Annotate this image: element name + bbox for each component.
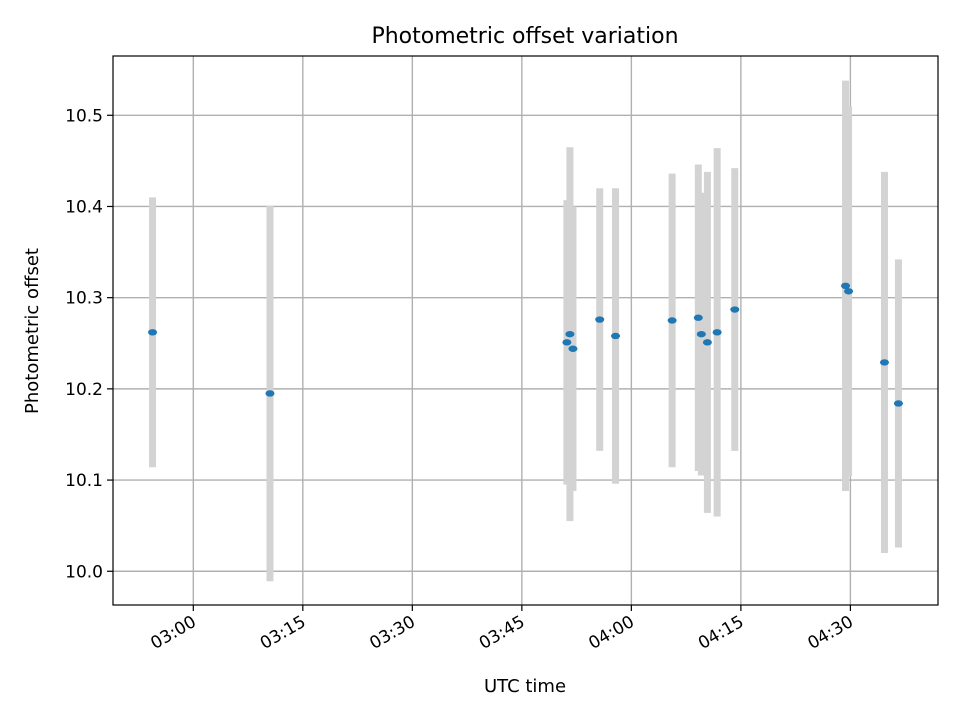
data-point [667, 317, 677, 324]
data-point [693, 314, 703, 321]
data-point [265, 390, 275, 397]
y-axis-ticks: 10.0 10.1 10.2 10.3 10.4 10.5 [65, 106, 113, 582]
data-point [841, 282, 851, 290]
y-tick-label: 10.0 [65, 562, 103, 582]
grid [113, 56, 938, 605]
plot-frame [112, 55, 939, 606]
data-point [595, 316, 605, 323]
y-axis-label: Photometric offset [22, 248, 43, 414]
y-tick-label: 10.3 [65, 289, 103, 309]
y-tick-label: 10.5 [65, 106, 103, 126]
y-tick-label: 10.1 [65, 471, 103, 491]
y-tick-label: 10.4 [65, 197, 103, 217]
data-point [702, 339, 712, 346]
x-axis-label: UTC time [484, 676, 566, 697]
data-point [730, 306, 740, 313]
data-point [148, 329, 158, 336]
data-points [148, 282, 903, 407]
data-point [562, 339, 572, 346]
data-point [893, 400, 903, 407]
data-point [712, 329, 722, 336]
y-tick-label: 10.2 [65, 380, 103, 400]
chart-title: Photometric offset variation [371, 24, 678, 49]
data-point [696, 330, 706, 338]
data-point [568, 345, 578, 352]
data-point [879, 359, 889, 366]
data-point [844, 288, 854, 295]
data-point [611, 332, 621, 340]
data-point [565, 330, 575, 338]
